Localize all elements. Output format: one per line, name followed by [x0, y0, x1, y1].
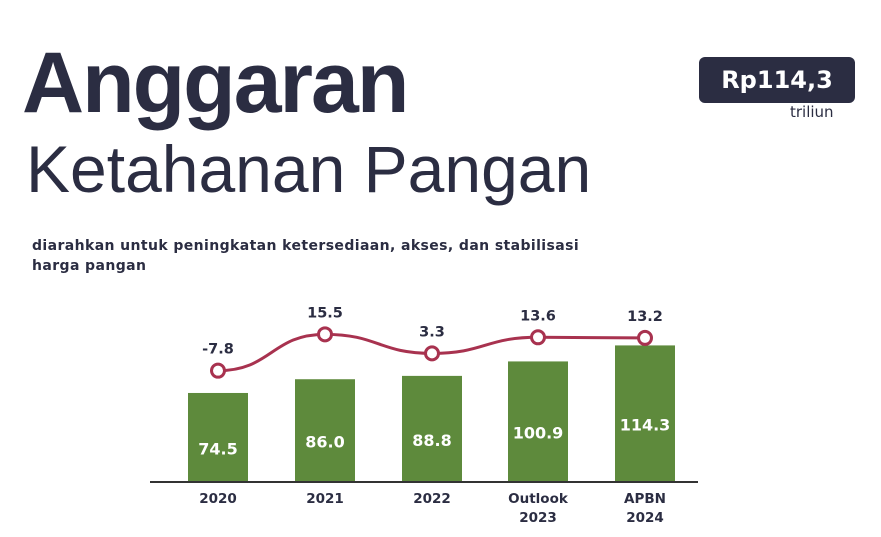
growth-point — [210, 362, 226, 379]
x-tick-label: 2021 — [306, 491, 344, 507]
growth-point — [637, 329, 653, 346]
chart-description: diarahkan untuk peningkatan ketersediaan… — [32, 238, 580, 274]
bar — [188, 392, 248, 482]
total-budget-unit: triliun — [790, 103, 834, 121]
x-tick-label: 2024 — [626, 510, 664, 526]
bar-value-label: 114.3 — [620, 416, 671, 435]
growth-value-label: 13.2 — [627, 309, 663, 325]
bar-value-label: 74.5 — [198, 439, 237, 458]
total-budget-badge: Rp114,3 — [699, 57, 855, 103]
x-tick-label: 2022 — [413, 491, 451, 507]
x-tick-label: APBN — [624, 491, 666, 507]
bar-value-label: 100.9 — [513, 424, 564, 443]
growth-point — [530, 329, 546, 346]
total-budget-value: Rp114,3 — [721, 66, 833, 94]
bar — [615, 345, 675, 482]
page-title: Anggaran — [22, 35, 409, 131]
growth-value-label: 3.3 — [419, 324, 445, 340]
growth-value-label: -7.8 — [202, 342, 234, 358]
growth-point — [424, 345, 440, 362]
bar — [508, 361, 568, 482]
growth-value-label: 13.6 — [520, 308, 556, 324]
bar-value-label: 88.8 — [412, 431, 451, 450]
x-tick-label: 2023 — [519, 510, 557, 526]
bar — [402, 375, 462, 482]
page-subtitle: Ketahanan Pangan — [26, 132, 592, 206]
x-tick-label: 2020 — [199, 491, 237, 507]
x-tick-label: Outlook — [508, 491, 569, 507]
bar — [295, 379, 355, 482]
bar-value-label: 86.0 — [305, 433, 344, 452]
growth-value-label: 15.5 — [307, 305, 343, 321]
growth-point — [317, 326, 333, 343]
